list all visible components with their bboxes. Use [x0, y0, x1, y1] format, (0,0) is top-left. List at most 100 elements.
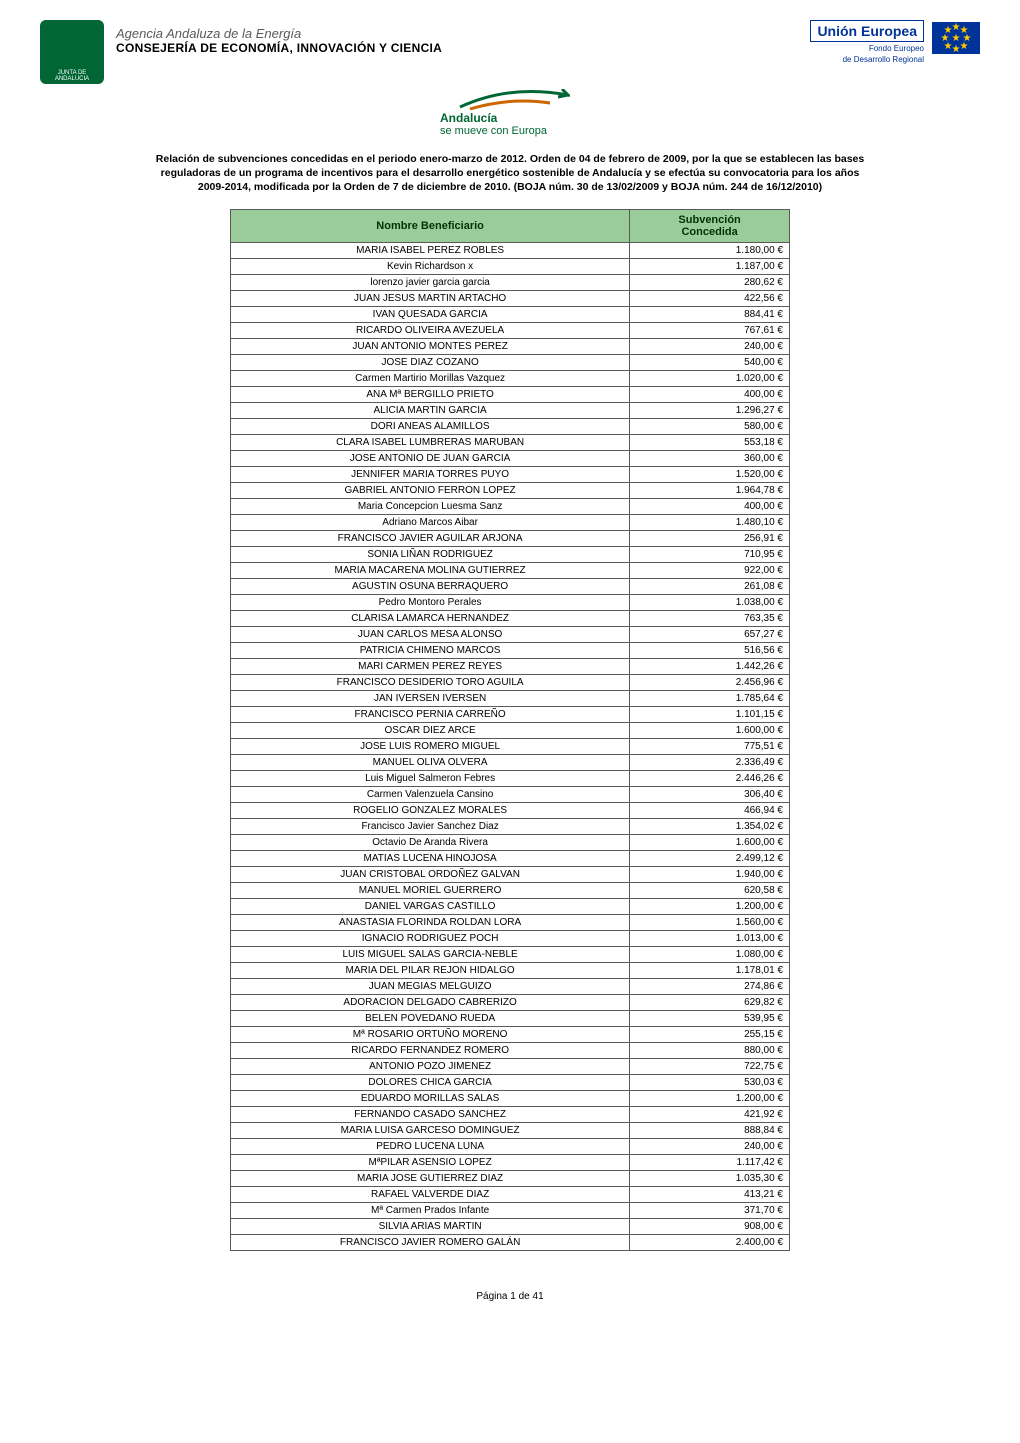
cell-nombre: ALICIA MARTIN GARCIA — [231, 402, 630, 418]
cell-subvencion: 413,21 € — [630, 1186, 790, 1202]
cell-subvencion: 1.520,00 € — [630, 466, 790, 482]
cell-nombre: MANUEL OLIVA OLVERA — [231, 754, 630, 770]
cell-nombre: RAFAEL VALVERDE DIAZ — [231, 1186, 630, 1202]
eu-flag-icon — [932, 22, 980, 54]
table-row: FRANCISCO JAVIER AGUILAR ARJONA256,91 € — [231, 530, 790, 546]
cell-subvencion: 2.400,00 € — [630, 1234, 790, 1250]
cell-subvencion: 1.187,00 € — [630, 258, 790, 274]
table-row: DORI ANEAS ALAMILLOS580,00 € — [231, 418, 790, 434]
cell-subvencion: 421,92 € — [630, 1106, 790, 1122]
table-row: CLARA ISABEL LUMBRERAS MARUBAN553,18 € — [231, 434, 790, 450]
cell-subvencion: 540,00 € — [630, 354, 790, 370]
table-row: CLARISA LAMARCA HERNANDEZ763,35 € — [231, 610, 790, 626]
cell-subvencion: 306,40 € — [630, 786, 790, 802]
cell-nombre: JAN IVERSEN IVERSEN — [231, 690, 630, 706]
page-header: JUNTA DE ANDALUCIA Agencia Andaluza de l… — [40, 20, 980, 84]
table-row: Octavio De Aranda Rivera1.600,00 € — [231, 834, 790, 850]
cell-nombre: ADORACION DELGADO CABRERIZO — [231, 994, 630, 1010]
cell-subvencion: 2.499,12 € — [630, 850, 790, 866]
table-row: LUIS MIGUEL SALAS GARCIA-NEBLE1.080,00 € — [231, 946, 790, 962]
table-row: MARIA LUISA GARCESO DOMINGUEZ888,84 € — [231, 1122, 790, 1138]
cell-nombre: RICARDO FERNANDEZ ROMERO — [231, 1042, 630, 1058]
table-row: MªPILAR ASENSIO LOPEZ1.117,42 € — [231, 1154, 790, 1170]
table-row: JENNIFER MARIA TORRES PUYO1.520,00 € — [231, 466, 790, 482]
andalucia-line1: Andalucía — [410, 111, 610, 125]
col-header-nombre: Nombre Beneficiario — [231, 209, 630, 242]
cell-nombre: PATRICIA CHIMENO MARCOS — [231, 642, 630, 658]
cell-subvencion: 516,56 € — [630, 642, 790, 658]
table-row: Francisco Javier Sanchez Diaz1.354,02 € — [231, 818, 790, 834]
cell-nombre: IVAN QUESADA GARCIA — [231, 306, 630, 322]
table-row: JOSE ANTONIO DE JUAN GARCIA360,00 € — [231, 450, 790, 466]
cell-subvencion: 620,58 € — [630, 882, 790, 898]
cell-subvencion: 400,00 € — [630, 386, 790, 402]
cell-subvencion: 1.442,26 € — [630, 658, 790, 674]
table-row: JAN IVERSEN IVERSEN1.785,64 € — [231, 690, 790, 706]
col-header-sub-l2: Concedida — [636, 226, 783, 238]
table-row: Mª Carmen Prados Infante371,70 € — [231, 1202, 790, 1218]
cell-subvencion: 466,94 € — [630, 802, 790, 818]
cell-subvencion: 1.480,10 € — [630, 514, 790, 530]
cell-nombre: FRANCISCO JAVIER AGUILAR ARJONA — [231, 530, 630, 546]
cell-nombre: CLARA ISABEL LUMBRERAS MARUBAN — [231, 434, 630, 450]
table-row: lorenzo javier garcia garcia280,62 € — [231, 274, 790, 290]
cell-nombre: PEDRO LUCENA LUNA — [231, 1138, 630, 1154]
table-row: Mª ROSARIO ORTUÑO MORENO255,15 € — [231, 1026, 790, 1042]
cell-nombre: MATIAS LUCENA HINOJOSA — [231, 850, 630, 866]
junta-andalucia-logo: JUNTA DE ANDALUCIA — [40, 20, 104, 84]
table-row: AGUSTIN OSUNA BERRAQUERO261,08 € — [231, 578, 790, 594]
cell-subvencion: 1.080,00 € — [630, 946, 790, 962]
cell-subvencion: 280,62 € — [630, 274, 790, 290]
col-header-sub-l1: Subvención — [636, 214, 783, 226]
cell-subvencion: 1.101,15 € — [630, 706, 790, 722]
table-row: MARIA MACARENA MOLINA GUTIERREZ922,00 € — [231, 562, 790, 578]
table-row: MATIAS LUCENA HINOJOSA2.499,12 € — [231, 850, 790, 866]
cell-nombre: FRANCISCO JAVIER ROMERO GALÁN — [231, 1234, 630, 1250]
table-row: Luis Miguel Salmeron Febres2.446,26 € — [231, 770, 790, 786]
cell-subvencion: 1.600,00 € — [630, 722, 790, 738]
table-row: RAFAEL VALVERDE DIAZ413,21 € — [231, 1186, 790, 1202]
cell-nombre: JUAN MEGIAS MELGUIZO — [231, 978, 630, 994]
andalucia-line2: se mueve con Europa — [410, 125, 610, 137]
cell-subvencion: 580,00 € — [630, 418, 790, 434]
cell-subvencion: 274,86 € — [630, 978, 790, 994]
cell-nombre: MARIA JOSE GUTIERREZ DIAZ — [231, 1170, 630, 1186]
cell-subvencion: 1.200,00 € — [630, 1090, 790, 1106]
table-row: FRANCISCO JAVIER ROMERO GALÁN2.400,00 € — [231, 1234, 790, 1250]
cell-nombre: Mª ROSARIO ORTUÑO MORENO — [231, 1026, 630, 1042]
table-row: DANIEL VARGAS CASTILLO1.200,00 € — [231, 898, 790, 914]
table-row: Adriano Marcos Aibar1.480,10 € — [231, 514, 790, 530]
cell-nombre: MARI CARMEN PEREZ REYES — [231, 658, 630, 674]
cell-nombre: Kevin Richardson x — [231, 258, 630, 274]
cell-subvencion: 539,95 € — [630, 1010, 790, 1026]
table-row: ROGELIO GONZALEZ MORALES466,94 € — [231, 802, 790, 818]
cell-subvencion: 400,00 € — [630, 498, 790, 514]
cell-nombre: Maria Concepcion Luesma Sanz — [231, 498, 630, 514]
cell-nombre: ANTONIO POZO JIMENEZ — [231, 1058, 630, 1074]
cell-subvencion: 763,35 € — [630, 610, 790, 626]
cell-nombre: JUAN ANTONIO MONTES PEREZ — [231, 338, 630, 354]
table-row: Pedro Montoro Perales1.038,00 € — [231, 594, 790, 610]
ue-text-block: Unión Europea Fondo Europeo de Desarroll… — [810, 20, 924, 64]
cell-subvencion: 371,70 € — [630, 1202, 790, 1218]
left-logo-block: JUNTA DE ANDALUCIA Agencia Andaluza de l… — [40, 20, 442, 84]
cell-nombre: FRANCISCO PERNIA CARREÑO — [231, 706, 630, 722]
cell-subvencion: 1.785,64 € — [630, 690, 790, 706]
cell-subvencion: 880,00 € — [630, 1042, 790, 1058]
table-row: EDUARDO MORILLAS SALAS1.200,00 € — [231, 1090, 790, 1106]
cell-nombre: JENNIFER MARIA TORRES PUYO — [231, 466, 630, 482]
table-row: JUAN ANTONIO MONTES PEREZ240,00 € — [231, 338, 790, 354]
agencia-text: Agencia Andaluza de la Energía CONSEJERÍ… — [116, 20, 442, 55]
table-row: OSCAR DIEZ ARCE1.600,00 € — [231, 722, 790, 738]
table-row: MARIA ISABEL PEREZ ROBLES1.180,00 € — [231, 242, 790, 258]
cell-subvencion: 240,00 € — [630, 338, 790, 354]
cell-nombre: RICARDO OLIVEIRA AVEZUELA — [231, 322, 630, 338]
cell-nombre: BELEN POVEDANO RUEDA — [231, 1010, 630, 1026]
table-row: ANTONIO POZO JIMENEZ722,75 € — [231, 1058, 790, 1074]
cell-nombre: Francisco Javier Sanchez Diaz — [231, 818, 630, 834]
cell-nombre: MANUEL MORIEL GUERRERO — [231, 882, 630, 898]
cell-subvencion: 1.013,00 € — [630, 930, 790, 946]
table-row: RICARDO FERNANDEZ ROMERO880,00 € — [231, 1042, 790, 1058]
cell-subvencion: 1.038,00 € — [630, 594, 790, 610]
cell-subvencion: 1.200,00 € — [630, 898, 790, 914]
